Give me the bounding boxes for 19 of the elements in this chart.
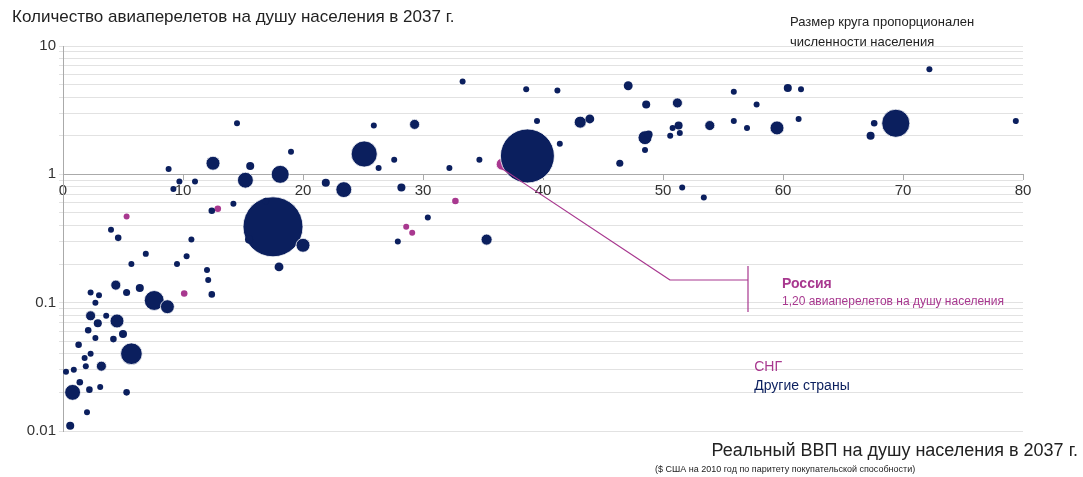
x-tick-label: 10 [174, 181, 192, 199]
text: Другие страны [754, 377, 850, 393]
y-tick-label: 0.01 [26, 421, 56, 439]
text: ($ США на 2010 год по паритету покупательской способности) [655, 464, 916, 474]
annotation: Размер круга пропорционален численности населения [790, 14, 975, 49]
x-tick-label: 20 [294, 181, 312, 199]
x-tick-label: 30 [414, 181, 432, 199]
y-tick-label: 10 [39, 36, 56, 54]
x-tick-label: 80 [1014, 181, 1032, 199]
x-tick-label: 60 [774, 181, 792, 199]
x-axis-title: Реальный ВВП на душу населения в 2037 г. [711, 440, 1078, 460]
y-tick-label: 1 [47, 164, 56, 182]
y-axis-title: Количество авиаперелетов на душу населения в 2037 г. [12, 7, 455, 26]
x-tick-label: 40 [534, 181, 552, 199]
y-tick-label: 0.1 [35, 292, 56, 310]
x-tick-label: 70 [894, 181, 912, 199]
text: СНГ [754, 358, 783, 374]
annotation: Россия 1,20 авиаперелетов на душу населения [782, 275, 1004, 308]
x-tick-label: 50 [654, 181, 672, 199]
